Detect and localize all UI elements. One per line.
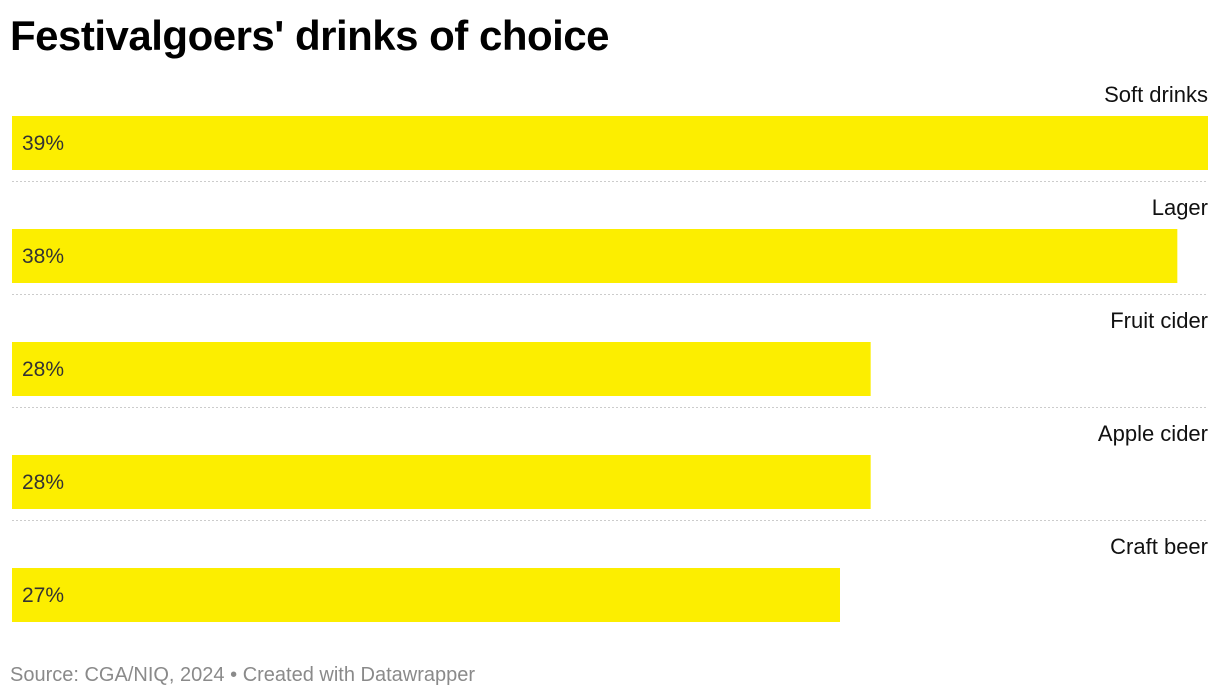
bar-apple-cider xyxy=(12,455,871,509)
source-note: Source: CGA/NIQ, 2024 xyxy=(10,664,225,686)
value-label-soft-drinks: 39% xyxy=(22,132,64,155)
footer-separator: • xyxy=(230,664,238,686)
bar-fruit-cider xyxy=(12,342,871,396)
bar-craft-beer xyxy=(12,568,840,622)
bar-lager xyxy=(12,229,1178,283)
value-label-apple-cider: 28% xyxy=(22,471,64,494)
value-label-fruit-cider: 28% xyxy=(22,358,64,381)
bar-soft-drinks xyxy=(12,116,1208,170)
credit-note: Created with Datawrapper xyxy=(242,664,476,686)
category-label-craft-beer: Craft beer xyxy=(1110,534,1208,559)
category-label-lager: Lager xyxy=(1152,195,1208,220)
chart-title: Festivalgoers' drinks of choice xyxy=(10,12,610,59)
value-label-lager: 38% xyxy=(22,245,64,268)
value-label-craft-beer: 27% xyxy=(22,584,64,607)
category-label-fruit-cider: Fruit cider xyxy=(1110,308,1208,333)
category-label-soft-drinks: Soft drinks xyxy=(1104,82,1208,107)
category-label-apple-cider: Apple cider xyxy=(1098,421,1208,446)
chart-footer: Source: CGA/NIQ, 2024 • Created with Dat… xyxy=(10,662,475,688)
